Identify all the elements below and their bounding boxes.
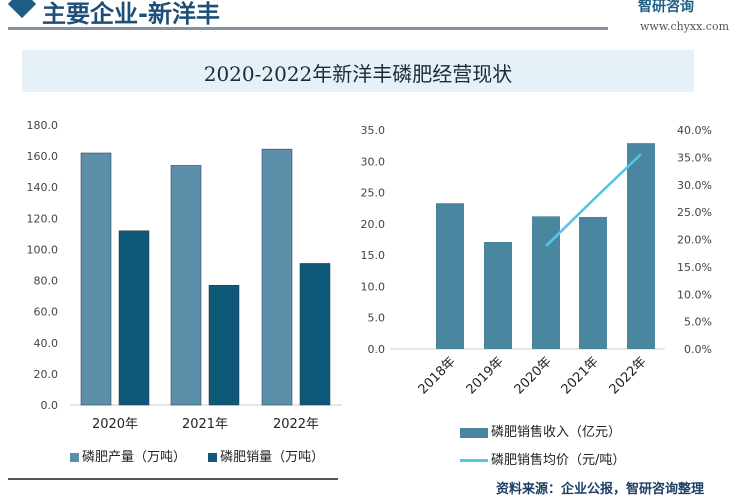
x-tick-label: 2021年 <box>182 417 228 432</box>
bar-revenue <box>579 216 607 349</box>
legend-right-line: 磷肥销售均价（元/吨） <box>460 452 625 470</box>
y-tick-label: 0.0 <box>41 399 59 412</box>
x-tick-label: 2020年 <box>512 354 555 397</box>
legend-label-sales: 磷肥销量（万吨） <box>220 450 325 465</box>
chart-title: 2020-2022年新洋丰磷肥经营现状 <box>203 62 513 86</box>
y-right-tick-label: 40.0% <box>677 124 712 137</box>
y-tick-label: 60.0 <box>34 306 59 319</box>
x-tick-label: 2022年 <box>607 354 650 397</box>
y-left-tick-label: 20.0 <box>361 218 386 231</box>
x-tick-label: 2021年 <box>559 354 602 397</box>
y-tick-label: 180.0 <box>27 119 59 132</box>
line-price <box>545 153 642 247</box>
bar-sales <box>208 284 240 406</box>
x-tick-label: 2020年 <box>92 417 138 432</box>
y-right-tick-label: 35.0% <box>677 151 712 164</box>
y-right-tick-label: 25.0% <box>677 206 712 219</box>
bar-production <box>80 152 112 406</box>
y-left-tick-label: 35.0 <box>361 124 386 137</box>
legend-left: 磷肥产量（万吨） 磷肥销量（万吨） <box>70 449 324 467</box>
y-right-tick-label: 30.0% <box>677 179 712 192</box>
y-right-tick-label: 5.0% <box>684 316 712 329</box>
y-tick-label: 80.0 <box>34 275 59 288</box>
legend-swatch-price <box>460 459 488 462</box>
header-title: 主要企业-新洋丰 <box>42 0 220 28</box>
brand-url: www.chyxx.com <box>640 20 730 33</box>
bar-production <box>170 165 202 406</box>
y-right-tick-label: 20.0% <box>677 234 712 247</box>
bar-sales <box>299 263 331 406</box>
y-tick-label: 160.0 <box>27 150 59 163</box>
legend-swatch-production <box>70 453 79 462</box>
x-tick-label: 2018年 <box>416 354 459 397</box>
source-note: 资料来源：企业公报，智研咨询整理 <box>496 482 705 497</box>
y-right-tick-label: 15.0% <box>677 261 712 274</box>
y-right-tick-label: 0.0% <box>684 343 712 356</box>
legend-swatch-revenue <box>460 427 488 438</box>
legend-label-price: 磷肥销售均价（元/吨） <box>491 453 626 468</box>
brand-logo: 智研咨询 <box>638 0 694 15</box>
x-tick-label: 2022年 <box>273 417 319 432</box>
bar-revenue <box>484 242 512 349</box>
chart-title-banner: 2020-2022年新洋丰磷肥经营现状 <box>22 50 694 92</box>
y-tick-label: 20.0 <box>34 368 59 381</box>
bar-production <box>261 148 293 406</box>
y-left-tick-label: 25.0 <box>361 187 386 200</box>
legend-label-revenue: 磷肥销售收入（亿元） <box>491 425 622 440</box>
bar-revenue <box>627 143 655 349</box>
legend-swatch-sales <box>208 453 218 462</box>
footer-divider <box>8 478 338 480</box>
legend-label-production: 磷肥产量（万吨） <box>82 450 187 465</box>
bar-revenue <box>436 203 464 349</box>
y-left-tick-label: 30.0 <box>361 155 386 168</box>
legend-right-bar: 磷肥销售收入（亿元） <box>460 424 621 442</box>
y-left-tick-label: 15.0 <box>361 249 386 262</box>
y-tick-label: 100.0 <box>27 243 59 256</box>
bar-sales <box>118 230 150 406</box>
y-left-tick-label: 5.0 <box>368 312 386 325</box>
y-left-tick-label: 10.0 <box>361 280 386 293</box>
y-tick-label: 120.0 <box>27 212 59 225</box>
y-tick-label: 140.0 <box>27 181 59 194</box>
y-left-tick-label: 0.0 <box>368 343 386 356</box>
header-divider <box>8 27 608 30</box>
y-tick-label: 40.0 <box>34 337 59 350</box>
y-right-tick-label: 10.0% <box>677 288 712 301</box>
x-tick-label: 2019年 <box>464 354 507 397</box>
